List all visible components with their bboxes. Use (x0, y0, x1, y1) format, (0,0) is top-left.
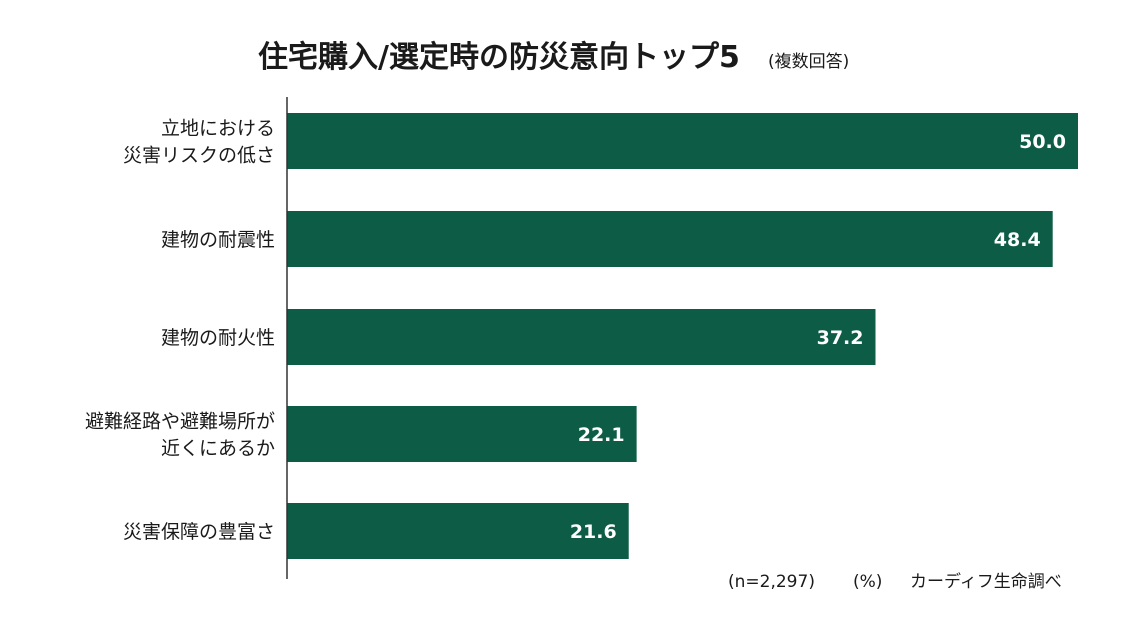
category-label-4: 避難経路や避難場所が近くにあるか (85, 411, 275, 460)
bar-2 (287, 211, 1053, 267)
unit-note: (%) (853, 572, 882, 592)
bar-5 (287, 503, 629, 559)
category-label-2: 建物の耐震性 (161, 229, 275, 251)
category-label-1: 立地における災害リスクの低さ (123, 118, 275, 167)
bar-3 (287, 309, 876, 365)
value-label-3: 37.2 (817, 327, 864, 349)
value-label-4: 22.1 (578, 424, 625, 446)
chart-title: 住宅購入/選定時の防災意向トップ5 (258, 40, 740, 75)
bars-group: 50.0 48.4 37.2 22.1 21.6 (287, 113, 1078, 559)
chart-subtitle: (複数回答) (768, 52, 849, 72)
footer: (n=2,297) (%) カーディフ生命調べ (728, 571, 1062, 592)
source-note: カーディフ生命調べ (910, 571, 1062, 592)
value-label-2: 48.4 (994, 229, 1041, 251)
bar-4 (287, 406, 637, 462)
value-label-1: 50.0 (1019, 131, 1066, 153)
bar-1 (287, 113, 1078, 169)
category-labels-group: 立地における災害リスクの低さ建物の耐震性建物の耐火性避難経路や避難場所が近くにあ… (85, 118, 275, 544)
category-label-3: 建物の耐火性 (161, 327, 275, 349)
category-label-5: 災害保障の豊富さ (123, 521, 275, 543)
value-label-5: 21.6 (570, 521, 617, 543)
sample-size-note: (n=2,297) (728, 572, 815, 592)
